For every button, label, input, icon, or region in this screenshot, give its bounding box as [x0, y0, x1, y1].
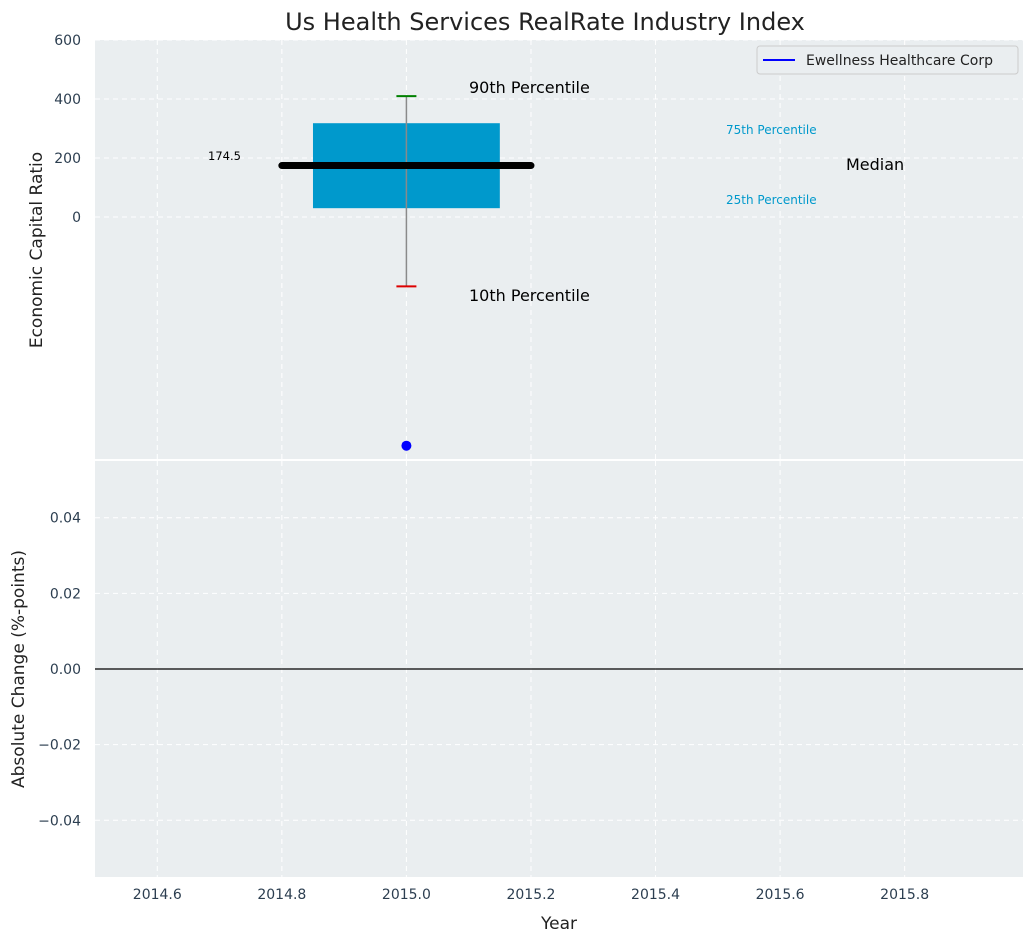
bottom-y-ticks: −0.04 −0.02 0.00 0.02 0.04 — [38, 511, 81, 830]
annotation-median: Median — [846, 155, 904, 174]
annotation-p25: 25th Percentile — [726, 193, 817, 207]
box-plot — [278, 95, 535, 451]
annotation-p90: 90th Percentile — [469, 78, 590, 97]
company-point — [401, 440, 412, 451]
top-plot-area — [95, 40, 1023, 459]
top-y-ticks: 0 200 400 600 — [54, 33, 81, 226]
bottom-y-tick-label: 0.02 — [50, 586, 81, 602]
x-tick-label: 2014.8 — [257, 887, 306, 903]
bottom-y-tick-label: −0.02 — [38, 738, 81, 754]
chart-title: Us Health Services RealRate Industry Ind… — [285, 8, 805, 36]
x-tick-label: 2014.6 — [133, 887, 182, 903]
top-y-axis-label: Economic Capital Ratio — [27, 152, 47, 348]
top-y-tick-label: 400 — [54, 92, 81, 108]
x-tick-label: 2015.4 — [631, 887, 680, 903]
x-axis-label: Year — [540, 914, 577, 934]
legend-box — [756, 45, 1019, 75]
annotation-p75: 75th Percentile — [726, 123, 817, 137]
bottom-y-tick-label: −0.04 — [38, 813, 81, 829]
top-y-tick-label: 200 — [54, 151, 81, 167]
x-tick-label: 2015.0 — [382, 887, 431, 903]
median-value-label: 174.5 — [208, 149, 241, 163]
top-panel: 0 200 400 600 Economic Capital Ratio — [27, 33, 1023, 459]
bottom-panel: −0.04 −0.02 0.00 0.02 0.04 2014.6 2014.8 2015.… — [9, 461, 1023, 934]
bottom-y-tick-label: 0.04 — [50, 511, 81, 527]
bottom-y-axis-label: Absolute Change (%-points) — [9, 550, 29, 788]
top-y-tick-label: 600 — [54, 33, 81, 49]
legend-label: Ewellness Healthcare Corp — [806, 53, 993, 69]
x-tick-label: 2015.8 — [880, 887, 929, 903]
annotation-p10: 10th Percentile — [469, 286, 590, 305]
legend[interactable]: Ewellness Healthcare Corp — [756, 45, 1019, 75]
top-y-tick-label: 0 — [72, 210, 81, 226]
x-tick-label: 2015.2 — [506, 887, 555, 903]
bottom-y-tick-label: 0.00 — [50, 662, 81, 678]
x-tick-label: 2015.6 — [756, 887, 805, 903]
bottom-x-ticks: 2014.6 2014.8 2015.0 2015.2 2015.4 2015.6 2015… — [133, 887, 929, 903]
